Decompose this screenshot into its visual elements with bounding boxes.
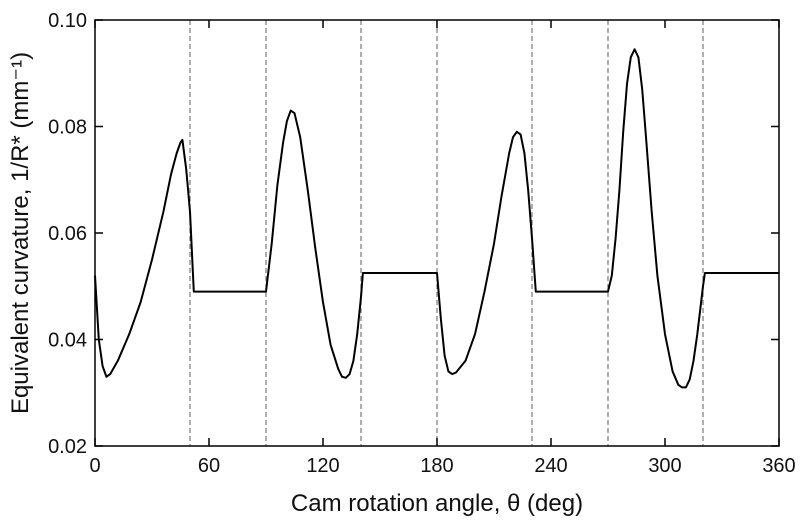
- x-tick-label: 300: [648, 455, 681, 477]
- curvature-series-line: [94, 48, 779, 389]
- y-tick-label: 0.08: [48, 117, 87, 139]
- x-axis-title: Cam rotation angle, θ (deg): [291, 490, 583, 517]
- y-tick-label: 0.06: [48, 223, 87, 245]
- x-tick-label: 360: [762, 455, 795, 477]
- x-tick-label: 0: [89, 455, 100, 477]
- x-axis-ticks: 0 60 120 180 240 300 360: [89, 20, 796, 477]
- y-axis-title: Equivalent curvature, 1/R* (mm⁻¹): [7, 52, 34, 414]
- y-axis-ticks: 0.02 0.04 0.06 0.08 0.10: [48, 10, 779, 458]
- y-tick-label: 0.02: [48, 436, 87, 458]
- x-tick-label: 60: [198, 455, 220, 477]
- y-tick-label: 0.10: [48, 10, 87, 32]
- y-tick-label: 0.04: [48, 330, 87, 352]
- x-tick-label: 120: [306, 455, 339, 477]
- vertical-dashed-lines: [189, 20, 704, 446]
- x-tick-label: 240: [534, 455, 567, 477]
- x-tick-label: 180: [420, 455, 453, 477]
